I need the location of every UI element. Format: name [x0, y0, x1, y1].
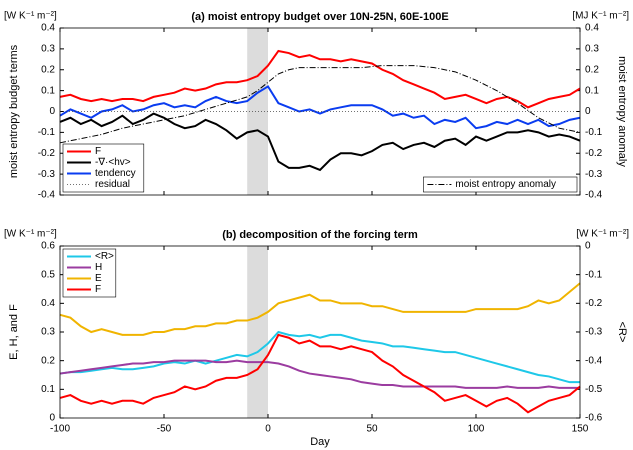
- y-tick-label: 0.3: [41, 327, 55, 338]
- y-tick-label: -0.3: [585, 327, 603, 338]
- y-tick-label: 0: [49, 106, 55, 117]
- legend-label: E: [95, 273, 102, 284]
- y-axis-label: E, H, and F: [8, 304, 20, 360]
- y-tick-label: -0.1: [585, 127, 603, 138]
- chart-title: (b) decomposition of the forcing term: [222, 229, 418, 241]
- series-line: [59, 65, 581, 144]
- y-tick-label: -0.6: [585, 413, 603, 424]
- y-tick-label: -0.4: [38, 190, 56, 201]
- x-axis-label: Day: [310, 436, 330, 448]
- legend-label: F: [95, 146, 101, 157]
- x-tick-label: 0: [265, 424, 271, 435]
- y-tick-label: 0.6: [41, 241, 55, 252]
- y-tick-label: -0.3: [585, 169, 603, 180]
- y-tick-label: 0.4: [585, 23, 599, 34]
- y-tick-label: 0.4: [41, 298, 55, 309]
- y-tick-label: -0.2: [585, 298, 603, 309]
- y-tick-label: 0.3: [41, 44, 55, 55]
- x-tick-label: -100: [50, 424, 70, 435]
- y-tick-label: 0.3: [585, 44, 599, 55]
- x-tick-label: 50: [366, 424, 378, 435]
- y2-unit: [W K⁻¹ m⁻²]: [576, 229, 629, 240]
- y-tick-label: 0.2: [41, 64, 55, 75]
- legend-label: <R>: [95, 251, 114, 262]
- y-unit: [W K⁻¹ m⁻²]: [4, 11, 57, 22]
- legend-label: H: [95, 262, 102, 273]
- y-tick-label: -0.2: [585, 148, 603, 159]
- x-tick-label: 150: [572, 424, 589, 435]
- y-tick-label: 0.2: [41, 355, 55, 366]
- series-line: [59, 330, 580, 384]
- x-tick-label: 100: [468, 424, 485, 435]
- y-tick-label: -0.4: [585, 355, 603, 366]
- y-tick-label: 0.1: [41, 384, 55, 395]
- y-unit: [W K⁻¹ m⁻²]: [4, 229, 57, 240]
- series-line: [59, 112, 581, 172]
- y2-axis-label: moist entropy anomaly: [616, 56, 628, 167]
- y-tick-label: -0.3: [38, 169, 56, 180]
- legend-label: F: [95, 284, 101, 295]
- legend-label: tendency: [95, 168, 136, 179]
- series-line: [59, 333, 581, 414]
- y-tick-label: -0.2: [38, 148, 56, 159]
- legend-box: [62, 143, 145, 193]
- y-tick-label: 0: [585, 106, 591, 117]
- y-tick-label: -0.4: [585, 190, 603, 201]
- series-line: [59, 85, 581, 130]
- legend-label: moist entropy anomaly: [455, 179, 556, 190]
- y2-axis-label: <R>: [616, 322, 628, 343]
- y-tick-label: 0.4: [41, 23, 55, 34]
- plot-frame: [59, 245, 581, 419]
- legend-label: -∇·<hv>: [95, 157, 131, 168]
- series-line: [59, 359, 580, 389]
- y-tick-label: 0: [49, 413, 55, 424]
- y-tick-label: 0.5: [41, 269, 55, 280]
- series-line: [59, 282, 581, 336]
- y2-unit: [MJ K⁻¹ m⁻²]: [572, 11, 629, 22]
- y-tick-label: 0.1: [41, 85, 55, 96]
- y-tick-label: -0.1: [38, 127, 56, 138]
- legend-box: [423, 176, 578, 193]
- plot-frame: [59, 27, 581, 196]
- y-axis-label: moist entropy budget terms: [8, 44, 20, 178]
- y-tick-label: 0.1: [585, 85, 599, 96]
- y-tick-label: 0.2: [585, 64, 599, 75]
- chart-title: (a) moist entropy budget over 10N-25N, 6…: [191, 11, 448, 23]
- legend-label: residual: [95, 179, 130, 190]
- y-tick-label: 0: [585, 241, 591, 252]
- shaded-period: [247, 246, 268, 418]
- series-line: [59, 49, 581, 109]
- y-tick-label: -0.5: [585, 384, 603, 395]
- x-tick-label: -50: [157, 424, 172, 435]
- y-tick-label: -0.1: [585, 269, 603, 280]
